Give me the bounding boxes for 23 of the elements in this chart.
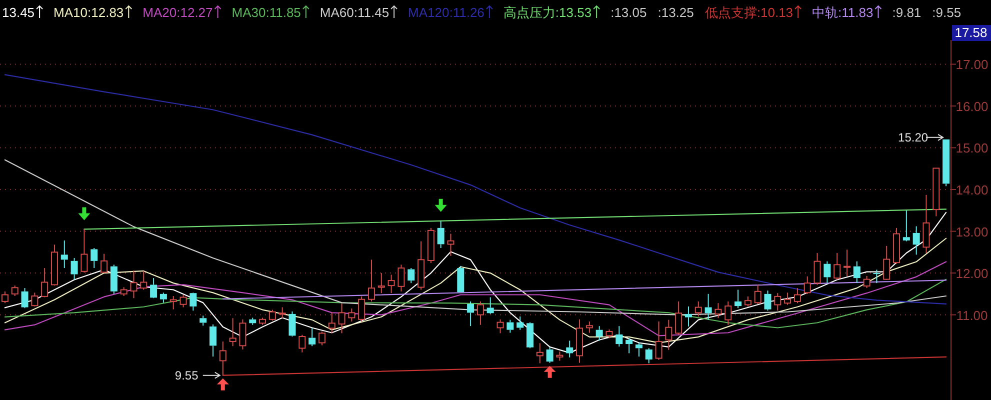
y-tick-label: 13.00 bbox=[956, 224, 988, 240]
text: :13.05 bbox=[610, 5, 647, 20]
legend-label: MA60:11.45 bbox=[320, 5, 390, 20]
y-tick-label: 17.00 bbox=[956, 57, 988, 72]
text: :9.55 bbox=[932, 5, 962, 20]
y-tick-label: 14.00 bbox=[956, 182, 988, 198]
legend-label: 中轨:11.83 bbox=[812, 5, 874, 20]
annotation: 15.20 bbox=[898, 130, 928, 144]
legend-label: 高点压力:13.53 bbox=[503, 5, 592, 20]
y-tick-label: 17.58 bbox=[954, 25, 988, 40]
text: :13.25 bbox=[658, 5, 694, 20]
annotation: 9.55 bbox=[174, 368, 199, 382]
y-tick-label: 11.00 bbox=[956, 308, 988, 323]
legend-label: 13.45 bbox=[2, 5, 35, 20]
y-tick-label: 15.00 bbox=[956, 140, 988, 156]
legend-label: MA120:11.26 bbox=[408, 5, 484, 20]
legend-label: MA30:11.85 bbox=[232, 5, 301, 20]
legend-label: MA10:12.83 bbox=[54, 5, 124, 20]
y-tick-label: 12.00 bbox=[956, 266, 988, 282]
legend-label: 低点支撑:10.13 bbox=[704, 5, 794, 20]
legend-label: MA20:12.27 bbox=[142, 5, 213, 20]
y-tick-label: 16.00 bbox=[956, 98, 988, 114]
text: :9.81 bbox=[892, 5, 922, 20]
